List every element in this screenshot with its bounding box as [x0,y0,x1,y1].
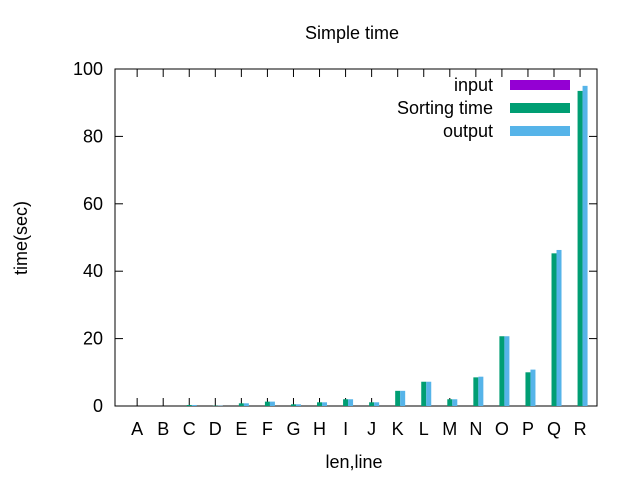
bar-sorting-time-R [577,90,583,406]
bar-sorting-time-Q [551,253,557,406]
plot-area-frame [114,68,598,407]
bar-output-K [400,390,406,406]
bar-output-O [504,336,510,406]
bar-output-Q [556,249,562,406]
x-tick-label: P [522,419,534,439]
bar-output-M [452,399,458,406]
bar-output-J [374,402,380,406]
x-tick-label: B [157,419,169,439]
chart-title: Simple time [305,23,399,43]
x-tick-label: D [209,419,222,439]
legend-label: input [454,75,493,95]
x-tick-label: M [442,419,457,439]
bar-sorting-time-L [421,381,427,406]
x-tick-label: E [235,419,247,439]
bar-sorting-time-F [264,401,270,406]
bar-sorting-time-J [369,402,375,406]
bar-sorting-time-O [499,336,505,406]
x-axis-label: len,line [325,452,382,472]
legend-label: output [443,121,493,141]
y-tick-label: 100 [73,59,103,79]
y-tick-label: 60 [83,194,103,214]
bar-output-F [269,401,275,406]
x-tick-label: I [343,419,348,439]
y-tick-label: 20 [83,329,103,349]
legend-swatch [510,80,570,90]
x-tick-label: L [419,419,429,439]
x-tick-label: R [574,419,587,439]
x-tick-label: J [367,419,376,439]
y-axis-label: time(sec) [11,201,31,275]
legend-swatch [510,126,570,136]
bar-output-L [426,381,432,406]
bar-sorting-time-I [343,399,349,406]
bar-output-C [191,404,197,406]
bar-sorting-time-M [447,399,453,406]
bar-sorting-time-N [473,377,479,406]
legend: input Sorting time output [397,75,570,141]
bar-output-P [530,369,536,406]
bar-output-E [243,403,249,406]
bar-output-G [295,404,301,406]
bar-output-I [348,399,354,406]
bar-sorting-time-G [290,404,296,406]
legend-label: Sorting time [397,98,493,118]
x-tick-label: Q [547,419,561,439]
x-tick-label: K [392,419,404,439]
bar-sorting-time-K [395,390,401,406]
bar-output-R [582,85,588,406]
bar-sorting-time-C [186,404,192,406]
bar-sorting-time-P [525,372,531,406]
bar-output-H [322,402,328,406]
x-tick-label: A [131,419,143,439]
x-tick-label: H [313,419,326,439]
y-tick-label: 40 [83,261,103,281]
x-tick-label: N [469,419,482,439]
y-tick-label: 80 [83,126,103,146]
bars-layer [186,85,588,406]
x-tick-label: G [286,419,300,439]
y-axis: 0 20 40 60 80 100 [73,59,597,416]
x-tick-label: C [183,419,196,439]
legend-swatch [510,103,570,113]
x-tick-label: F [262,419,273,439]
y-tick-label: 0 [93,396,103,416]
bar-output-N [478,376,484,406]
bar-sorting-time-E [238,403,244,406]
bar-sorting-time-H [317,402,323,406]
x-tick-label: O [495,419,509,439]
